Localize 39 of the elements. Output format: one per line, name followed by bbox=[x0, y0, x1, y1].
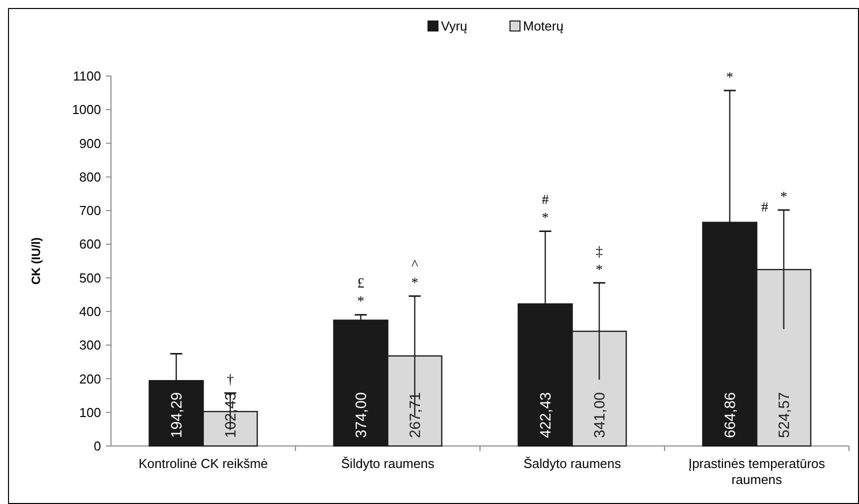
legend-label: Vyrų bbox=[441, 18, 468, 34]
annotation: * bbox=[357, 294, 364, 310]
x-tick-label: Šildyto raumens bbox=[341, 456, 435, 471]
data-label: 524,57 bbox=[776, 392, 793, 438]
legend-label: Moterų bbox=[523, 18, 564, 34]
y-tick-label: 1100 bbox=[73, 68, 101, 84]
y-tick-label: 900 bbox=[79, 136, 101, 151]
y-tick-label: 0 bbox=[94, 438, 101, 454]
annotation: £ bbox=[357, 276, 364, 292]
data-label: 341,00 bbox=[592, 392, 608, 438]
x-tick-label: Įprastinės temperatūros raumens bbox=[688, 456, 826, 487]
annotation: ^ bbox=[411, 258, 418, 273]
annotation: * bbox=[411, 276, 418, 291]
annotation: * bbox=[780, 190, 788, 205]
y-tick-label: 600 bbox=[79, 236, 101, 252]
annotation: † bbox=[226, 372, 234, 388]
annotation: # bbox=[542, 193, 549, 208]
y-tick-label: 500 bbox=[79, 270, 101, 286]
x-tick-label: Šaldyto raumens bbox=[523, 456, 622, 471]
annotation: * bbox=[726, 70, 734, 86]
annotation: * bbox=[542, 211, 549, 226]
y-tick-label: 300 bbox=[79, 338, 101, 353]
data-label: 374,00 bbox=[353, 392, 370, 438]
y-tick-label: 800 bbox=[79, 169, 101, 184]
annotation: * bbox=[596, 262, 603, 278]
y-tick-label: 400 bbox=[79, 304, 101, 320]
data-label: 194,29 bbox=[168, 392, 186, 438]
data-label: 102,43 bbox=[222, 392, 240, 438]
annotation: # bbox=[761, 200, 768, 216]
data-label: 267,71 bbox=[407, 392, 424, 438]
y-tick-label: 1000 bbox=[72, 102, 101, 118]
x-tick-label: Kontrolinė CK reikšmė bbox=[138, 456, 268, 471]
y-tick-label: 700 bbox=[79, 203, 101, 218]
annotation: ‡ bbox=[596, 244, 603, 260]
y-axis-title: CK (IU/l) bbox=[29, 237, 43, 285]
y-tick-label: 100 bbox=[79, 404, 101, 420]
data-label: 422,43 bbox=[538, 392, 554, 438]
y-tick-label: 200 bbox=[79, 371, 101, 386]
data-label: 664,86 bbox=[722, 392, 739, 438]
